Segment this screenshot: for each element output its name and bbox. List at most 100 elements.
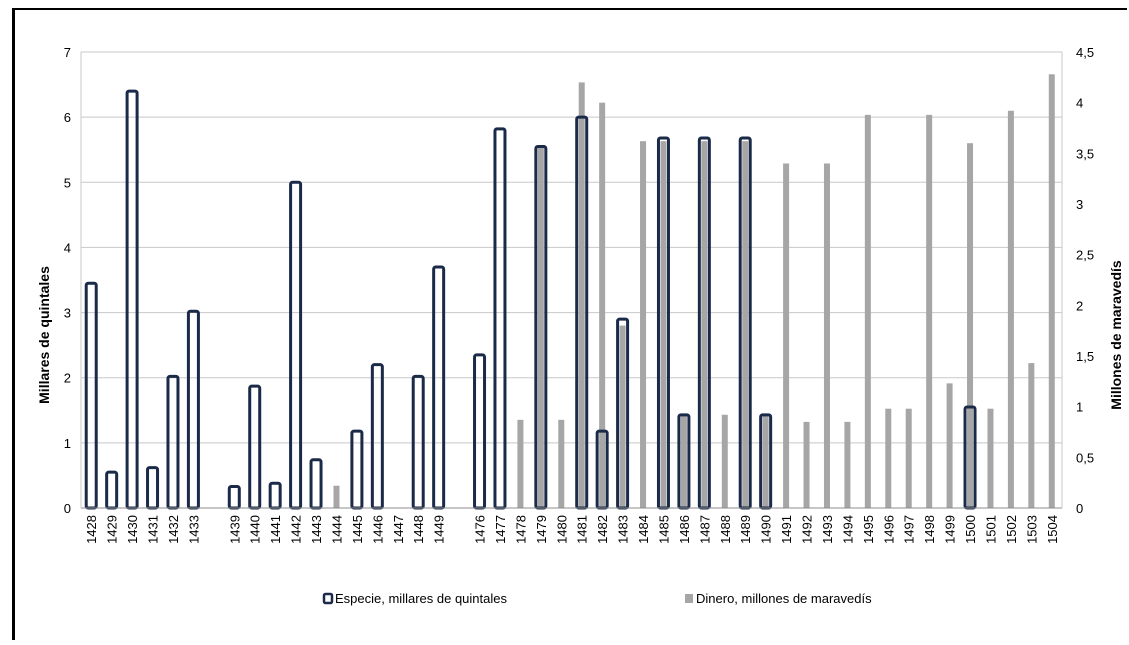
x-tick-label: 1480 [554, 515, 569, 544]
legend-swatch-especie [322, 592, 334, 605]
x-tick-label: 1432 [166, 515, 181, 544]
y-tick-label-right: 0,5 [1076, 450, 1094, 465]
y-tick-label-right: 2 [1076, 298, 1083, 313]
legend-label-dinero: Dinero, millones de maravedís [696, 591, 872, 606]
x-tick-label: 1498 [922, 515, 937, 544]
bar-especie [432, 265, 446, 510]
x-axis-ticks: 1428 1429 1430 1431 1432 1433 1439 1440 1441 1442… [84, 515, 1060, 544]
bar-dinero [742, 141, 749, 508]
x-tick-label: 1448 [411, 515, 426, 544]
y-tick-label-right: 0 [1076, 501, 1083, 516]
bar-dinero [599, 102, 606, 509]
bar-especie [411, 374, 425, 510]
x-tick-label: 1440 [248, 515, 263, 544]
bar-dinero [1048, 74, 1055, 508]
x-tick-label: 1484 [636, 515, 651, 544]
bar-especie [125, 89, 139, 510]
bar-especie [166, 374, 180, 510]
bar-especie [84, 281, 98, 510]
x-tick-label: 1476 [473, 515, 488, 544]
bar-especie [289, 180, 303, 510]
series-especie-bars [84, 89, 977, 510]
x-tick-label: 1489 [738, 515, 753, 544]
bar-dinero [823, 163, 830, 508]
x-tick-label: 1439 [227, 515, 242, 544]
y-tick-label-left: 7 [64, 45, 71, 60]
series-dinero-bars [333, 74, 1055, 509]
x-tick-label: 1445 [350, 515, 365, 544]
y-tick-label-left: 1 [64, 436, 71, 451]
bar-especie [146, 466, 160, 510]
axes [80, 52, 1063, 509]
bar-dinero [803, 421, 810, 508]
bar-dinero [864, 114, 871, 509]
x-tick-label: 1503 [1024, 515, 1039, 544]
bar-especie [309, 458, 323, 510]
bar-especie [493, 127, 507, 510]
x-tick-label: 1502 [1004, 515, 1019, 544]
x-tick-label: 1482 [595, 515, 610, 544]
x-tick-label: 1501 [983, 515, 998, 544]
x-tick-label: 1441 [268, 515, 283, 544]
x-tick-label: 1488 [718, 515, 733, 544]
x-tick-label: 1504 [1045, 515, 1060, 544]
x-tick-label: 1478 [513, 515, 528, 544]
bar-especie [268, 481, 282, 510]
x-tick-label: 1486 [677, 515, 692, 544]
y-tick-label-right: 1 [1076, 400, 1083, 415]
bar-dinero [517, 419, 524, 508]
y-tick-label-right: 1,5 [1076, 349, 1094, 364]
y-axis-right-ticks: 0 0,5 1 1,5 2 2,5 3 3,5 4 4,5 [1076, 45, 1094, 516]
bar-dinero [885, 408, 892, 508]
bar-dinero [783, 163, 790, 508]
y-tick-label-right: 4,5 [1076, 45, 1094, 60]
x-tick-label: 1431 [146, 515, 161, 544]
y-axis-left-ticks: 0 1 2 3 4 5 6 7 [64, 45, 71, 516]
y-tick-label-left: 6 [64, 110, 71, 125]
y-tick-label-left: 2 [64, 371, 71, 386]
y-tick-label-left: 4 [64, 240, 71, 255]
x-tick-label: 1494 [840, 515, 855, 544]
x-tick-label: 1481 [575, 515, 590, 544]
legend-label-especie: Especie, millares de quintales [335, 591, 507, 606]
bar-dinero [926, 114, 933, 509]
y-tick-label-right: 2,5 [1076, 248, 1094, 263]
x-tick-label: 1495 [861, 515, 876, 544]
x-tick-label: 1492 [800, 515, 815, 544]
x-tick-label: 1447 [391, 515, 406, 544]
y-tick-label-left: 3 [64, 306, 71, 321]
y-tick-label-left: 0 [64, 501, 71, 516]
y-axis-right-title: Millones de maravedís [1108, 260, 1124, 410]
bar-dinero [537, 146, 544, 509]
x-tick-label: 1483 [616, 515, 631, 544]
x-tick-label: 1430 [125, 515, 140, 544]
bar-dinero [680, 414, 687, 508]
bar-dinero [987, 408, 994, 508]
y-tick-label-right: 3,5 [1076, 146, 1094, 161]
x-tick-label: 1433 [186, 515, 201, 544]
x-tick-label: 1496 [881, 515, 896, 544]
x-tick-label: 1493 [820, 515, 835, 544]
bar-especie [370, 363, 384, 510]
legend-item-dinero: Dinero, millones de maravedís [685, 591, 872, 606]
bar-dinero [333, 485, 340, 508]
bar-especie [227, 485, 241, 510]
bar-dinero [762, 414, 769, 508]
bar-dinero [1028, 363, 1035, 508]
x-tick-label: 1428 [84, 515, 99, 544]
bar-dinero [660, 141, 667, 508]
bar-dinero [721, 414, 728, 508]
x-tick-label: 1449 [432, 515, 447, 544]
gridlines [81, 51, 1062, 444]
bar-dinero [844, 421, 851, 508]
y-tick-label-right: 3 [1076, 197, 1083, 212]
bar-especie [248, 384, 262, 510]
x-tick-label: 1487 [697, 515, 712, 544]
x-tick-label: 1444 [329, 515, 344, 544]
legend-item-especie: Especie, millares de quintales [322, 591, 507, 606]
x-tick-label: 1491 [779, 515, 794, 544]
y-tick-label-right: 4 [1076, 96, 1083, 111]
bar-dinero [946, 383, 953, 508]
y-axis-left-title: Millares de quintales [36, 266, 52, 404]
